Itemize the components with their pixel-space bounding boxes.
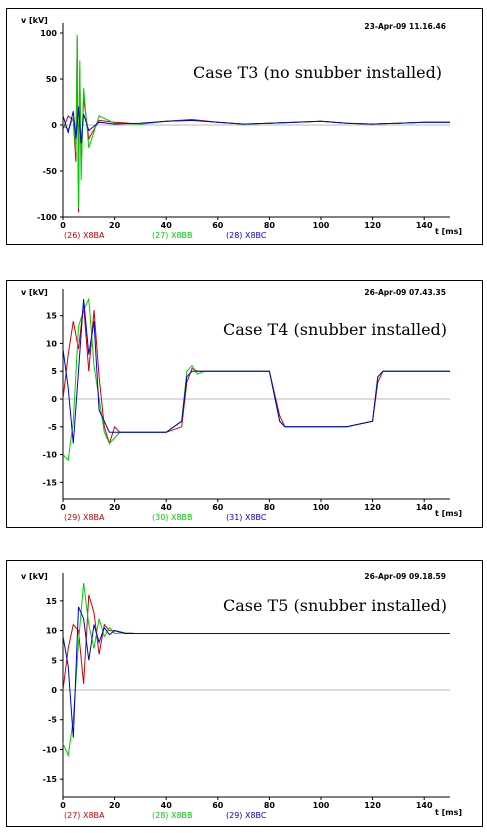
y-axis-label: v [kV] [21,288,48,297]
chart-t4: v [kV] 26-Apr-09 07.43.35 Case T4 (snubb… [21,288,462,522]
y-tick-label: -5 [48,716,57,725]
x-tick-label: 100 [313,221,330,230]
chart-panel-t5: v [kV] 26-Apr-09 09.18.59 Case T5 (snubb… [6,560,483,827]
chart-title: Case T3 (no snubber installed) [193,63,442,82]
y-tick-label: 15 [46,597,58,606]
x-tick-label: 80 [264,221,276,230]
y-axis-label: v [kV] [21,572,48,581]
y-tick-label: 5 [51,656,57,665]
x-tick-label: 120 [364,503,381,512]
legend-entry: (28) X8BC [226,231,267,240]
y-tick-label: 10 [46,339,58,348]
legend-entry: (27) X8BB [152,231,193,240]
x-tick-label: 140 [416,801,433,810]
y-tick-label: -50 [43,167,58,176]
chart-timestamp: 26-Apr-09 09.18.59 [364,572,446,581]
x-axis-label: t [ms] [435,227,462,236]
chart-t5: v [kV] 26-Apr-09 09.18.59 Case T5 (snubb… [21,572,462,820]
y-tick-label: -15 [43,478,58,487]
x-tick-label: 60 [212,221,224,230]
chart-title: Case T4 (snubber installed) [223,320,447,339]
x-tick-label: 60 [212,801,224,810]
x-tick-label: 140 [416,503,433,512]
x-axis-label: t [ms] [435,509,462,518]
chart-t3: v [kV] 23-Apr-09 11.16.46 Case T3 (no sn… [21,16,462,240]
x-tick-label: 120 [364,801,381,810]
x-tick-label: 40 [161,503,173,512]
x-tick-label: 80 [264,503,276,512]
y-tick-label: -10 [43,451,58,460]
y-tick-label: -5 [48,423,57,432]
y-tick-label: 0 [51,121,57,130]
y-tick-label: 50 [46,75,58,84]
x-tick-label: 100 [313,801,330,810]
y-tick-label: 10 [46,627,58,636]
y-tick-label: -10 [43,745,58,754]
x-tick-label: 20 [109,503,121,512]
x-tick-label: 40 [161,801,173,810]
chart-title: Case T5 (snubber installed) [223,596,447,615]
x-tick-label: 0 [60,503,66,512]
series-line-2 [62,34,450,208]
y-axis-label: v [kV] [21,16,48,25]
chart-panel-t3: v [kV] 23-Apr-09 11.16.46 Case T3 (no sn… [6,8,483,245]
legend-entry: (29) X8BA [64,513,105,522]
y-tick-label: 5 [51,367,57,376]
x-tick-label: 20 [109,801,121,810]
y-tick-label: 15 [46,312,58,321]
x-tick-label: 140 [416,221,433,230]
x-tick-label: 0 [60,801,66,810]
legend-entry: (26) X8BA [64,231,105,240]
x-tick-label: 20 [109,221,121,230]
legend-entry: (29) X8BC [226,811,267,820]
chart-timestamp: 23-Apr-09 11.16.46 [364,22,446,31]
series-line-3 [62,606,450,738]
y-tick-label: 100 [40,29,57,38]
x-tick-label: 0 [60,221,66,230]
x-tick-label: 120 [364,221,381,230]
x-axis-label: t [ms] [435,808,462,817]
x-tick-label: 80 [264,801,276,810]
x-tick-label: 60 [212,503,224,512]
x-tick-label: 40 [161,221,173,230]
series-line-3 [62,106,450,144]
chart-panel-t4: v [kV] 26-Apr-09 07.43.35 Case T4 (snubb… [6,280,483,528]
y-tick-label: 0 [51,686,57,695]
x-tick-label: 100 [313,503,330,512]
legend-entry: (27) X8BA [64,811,105,820]
legend-entry: (30) X8BB [152,513,193,522]
series-line-3 [62,298,450,444]
y-tick-label: 0 [51,395,57,404]
y-tick-label: -15 [43,775,58,784]
legend-entry: (28) X8BB [152,811,193,820]
legend-entry: (31) X8BC [226,513,267,522]
y-tick-label: -100 [37,213,57,222]
chart-timestamp: 26-Apr-09 07.43.35 [364,288,446,297]
